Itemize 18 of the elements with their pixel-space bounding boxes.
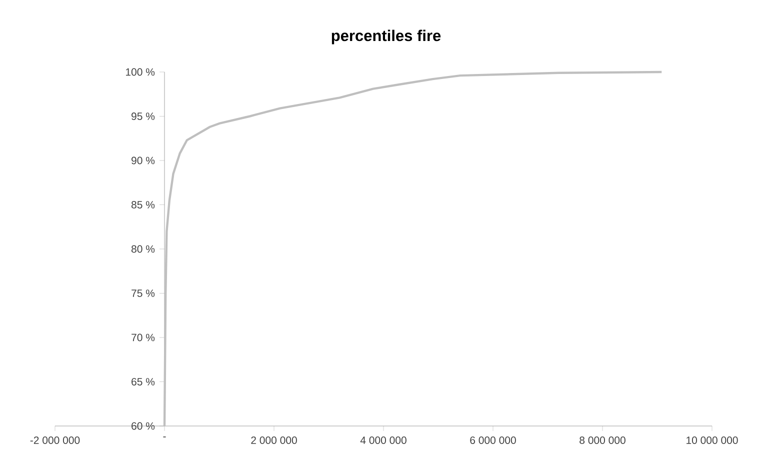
y-tick-label: 100 %	[126, 68, 155, 76]
y-tick-label: 65 %	[132, 378, 155, 386]
x-tick-label: 10 000 000	[686, 436, 738, 444]
x-tick-label: 4 000 000	[360, 436, 406, 444]
y-tick-label: 80 %	[131, 245, 155, 253]
y-tick-label: 75 %	[132, 290, 155, 297]
y-tick-label: 60 %	[132, 422, 155, 430]
x-tick-label: 6 000 000	[470, 436, 516, 444]
x-tick-label: 2 000 000	[251, 436, 297, 444]
y-tick-label: 95 %	[132, 112, 155, 120]
y-tick-label: 70 %	[132, 334, 155, 342]
y-tick-label: 85 %	[131, 201, 155, 208]
x-tick-label: -2 000 000	[30, 436, 80, 444]
chart-title: percentiles fire	[332, 30, 441, 44]
x-tick-label: -	[163, 436, 166, 438]
x-tick-label: 8 000 000	[580, 436, 626, 444]
line-series	[163, 70, 663, 428]
y-tick-label: 90 %	[132, 156, 155, 164]
